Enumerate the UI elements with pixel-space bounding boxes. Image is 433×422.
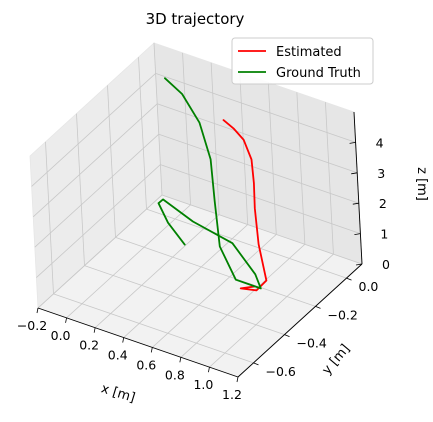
tick-marks bbox=[36, 142, 363, 383]
grid-y-wall bbox=[45, 141, 54, 294]
tick-label-z: 2 bbox=[379, 196, 387, 211]
grid-y-floor bbox=[84, 265, 285, 336]
grid-z-left bbox=[34, 133, 160, 248]
tick-z bbox=[355, 263, 363, 266]
grid-z-left bbox=[32, 103, 158, 218]
tick-label-x: −0.2 bbox=[17, 318, 47, 333]
grid-y-floor bbox=[115, 236, 316, 307]
x-axis-line bbox=[37, 307, 239, 378]
grid-x-wall bbox=[153, 42, 163, 196]
tick-x bbox=[236, 376, 239, 383]
legend-label-estimated: Estimated bbox=[276, 45, 342, 60]
tick-x bbox=[122, 337, 125, 343]
tick-y bbox=[315, 306, 321, 309]
tick-z bbox=[351, 172, 358, 175]
grid-x-wall bbox=[267, 82, 277, 235]
tick-y bbox=[284, 334, 290, 337]
tick-label-x: 0.8 bbox=[165, 367, 185, 382]
z-axis-label: z [m] bbox=[414, 167, 429, 201]
tick-x bbox=[93, 327, 96, 333]
grid-y-wall bbox=[76, 113, 85, 266]
tick-label-y: −0.4 bbox=[297, 336, 327, 351]
z-axis-line bbox=[353, 111, 363, 265]
axis-lines bbox=[37, 111, 363, 378]
tick-x bbox=[150, 347, 153, 353]
grid-x-floor bbox=[94, 214, 220, 329]
series-line-ground-truth bbox=[157, 77, 262, 290]
tick-label-x: 0.4 bbox=[108, 348, 128, 363]
tick-y bbox=[346, 277, 352, 281]
tick-x bbox=[65, 317, 67, 323]
tick-label-z: 3 bbox=[377, 166, 385, 181]
y-axis-line bbox=[237, 263, 363, 378]
grid-z-back bbox=[157, 103, 358, 174]
legend: Estimated Ground Truth bbox=[231, 37, 374, 85]
grid-z-left bbox=[37, 194, 163, 309]
grid-y-wall bbox=[107, 85, 116, 238]
tick-label-x: 0.6 bbox=[136, 357, 156, 372]
tick-label-y: −0.6 bbox=[266, 364, 296, 379]
grid-x-floor bbox=[180, 243, 306, 358]
chart-title: 3D trajectory bbox=[146, 10, 245, 28]
axis-panes bbox=[29, 42, 363, 378]
grid-x-wall bbox=[325, 102, 334, 255]
grid-z-back bbox=[155, 73, 356, 143]
tick-label-x: 0.0 bbox=[51, 328, 71, 343]
grid-x-wall bbox=[210, 62, 220, 215]
grid-z-back bbox=[160, 164, 361, 234]
tick-label-y: 0.0 bbox=[359, 279, 379, 294]
tick-label-x: 0.2 bbox=[79, 338, 99, 353]
grid-z-left bbox=[36, 164, 161, 278]
series-lines bbox=[157, 77, 268, 292]
legend-box bbox=[231, 37, 374, 85]
tick-label-z: 4 bbox=[376, 135, 384, 150]
tick-z bbox=[352, 202, 359, 205]
grid-x-floor bbox=[123, 224, 248, 338]
tick-label-z: 1 bbox=[380, 227, 388, 242]
grid-x-floor bbox=[209, 253, 334, 368]
tick-label-x: 1.0 bbox=[193, 377, 213, 392]
grid-x-wall bbox=[296, 92, 306, 245]
tick-z bbox=[349, 142, 356, 144]
grid-y-floor bbox=[146, 208, 347, 279]
grid-z-back bbox=[158, 133, 359, 204]
grid-y-wall bbox=[138, 57, 147, 210]
tick-y bbox=[253, 362, 259, 366]
tick-label-z: 0 bbox=[382, 257, 390, 272]
x-axis-label: x [m] bbox=[99, 381, 137, 405]
grid-x-wall bbox=[182, 52, 191, 205]
tick-z bbox=[354, 233, 361, 235]
tick-label-y: −0.2 bbox=[328, 307, 358, 322]
series-line-estimated bbox=[222, 119, 268, 292]
grid-x-floor bbox=[152, 234, 277, 348]
grid-y-floor bbox=[53, 293, 254, 364]
tick-x bbox=[36, 307, 39, 314]
tick-labels: −0.20.00.20.40.60.81.01.2−0.6−0.4−0.20.0… bbox=[17, 135, 390, 402]
tick-x bbox=[179, 357, 182, 363]
grid-z-left bbox=[31, 73, 156, 187]
grid-z-back bbox=[161, 194, 363, 265]
legend-label-ground-truth: Ground Truth bbox=[276, 66, 361, 81]
tick-label-x: 1.2 bbox=[222, 387, 242, 402]
grid-x-wall bbox=[239, 72, 249, 225]
tick-x bbox=[208, 367, 210, 373]
grid-x-floor bbox=[66, 204, 191, 319]
